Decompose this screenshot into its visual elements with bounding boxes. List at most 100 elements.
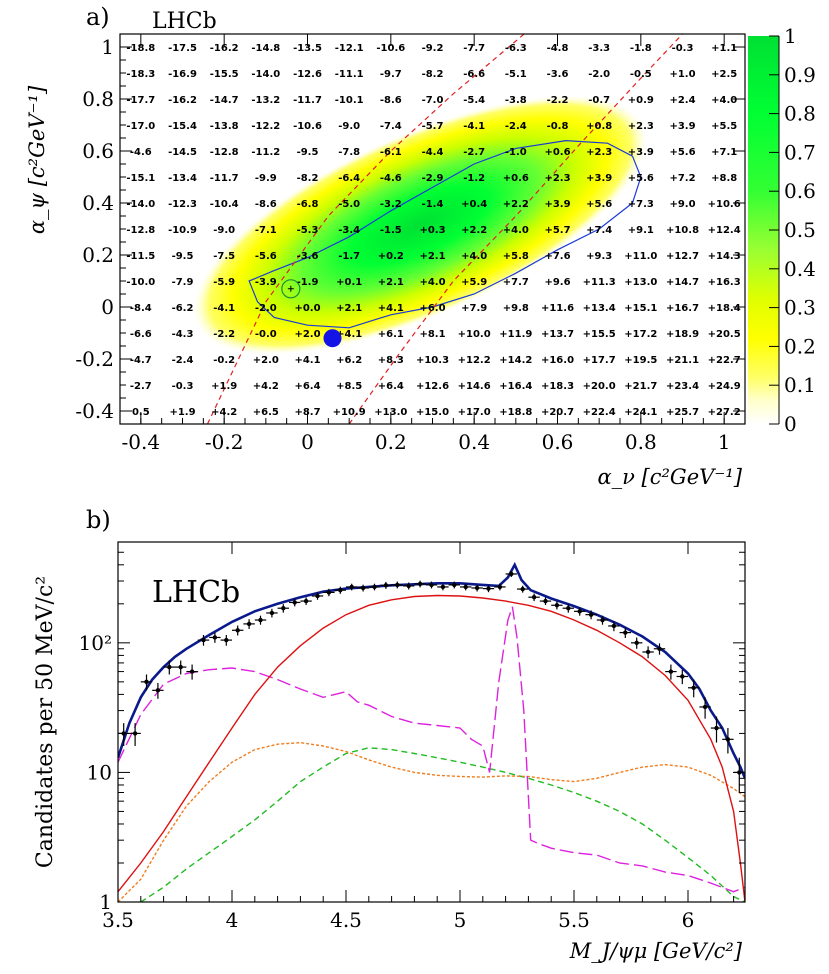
heatmap-cell-value: +7.7 (503, 277, 529, 288)
heatmap-cell-value: -5.1 (505, 69, 527, 80)
heatmap-cell-value: -10.9 (168, 225, 197, 236)
heatmap-cell-value: -14.0 (251, 69, 280, 80)
heatmap-cell-value: -10.4 (210, 199, 239, 210)
heatmap-cell-value: -14.7 (210, 95, 239, 106)
panel-b-xlabel: M_J/ψμ [GeV/c²] (569, 939, 743, 963)
heatmap-cell-value: +14.2 (499, 355, 532, 366)
y-tick-label: 0.8 (82, 87, 114, 111)
x-tick-label: 6 (682, 908, 695, 932)
data-point (391, 581, 403, 589)
best-fit-cross (287, 285, 294, 292)
x-tick-label: 3.5 (102, 908, 134, 932)
x-tick-label: 1 (718, 430, 731, 454)
markers-layer (281, 279, 342, 348)
data-point (722, 728, 734, 754)
data-point (482, 585, 495, 593)
heatmap-cell-value: +5.6 (586, 199, 612, 210)
heatmap-cell-value: -3.6 (547, 69, 569, 80)
heatmap-cell-value: +11.6 (541, 303, 574, 314)
data-point (140, 674, 153, 691)
heatmap-cell-value: -11.7 (293, 95, 322, 106)
heatmap-cell-value: +12.7 (666, 251, 699, 262)
data-point (152, 682, 164, 699)
heatmap-cell-value: +7.6 (544, 251, 570, 262)
heatmap-cell-value: -1.0 (505, 147, 527, 158)
heatmap-cell-value: -7.0 (422, 95, 444, 106)
heatmap-cell-value: +11.3 (583, 277, 616, 288)
panel-a-ylabel: α_ψ [c²GeV⁻¹] (25, 85, 49, 234)
fit-curve-solid-thick (118, 561, 745, 779)
heatmap-cell-value: +23.4 (666, 381, 699, 392)
heatmap-cell-value: -1.7 (338, 251, 360, 262)
heatmap-cell-value: +0.9 (628, 95, 654, 106)
data-point (175, 660, 187, 675)
heatmap-cell-value: -4.4 (422, 147, 444, 158)
heatmap-cell-value: +10.3 (416, 355, 449, 366)
heatmap-cell-value: -11.5 (126, 251, 155, 262)
heatmap-cell-value: -9.0 (338, 121, 360, 132)
heatmap-cell-value: +4.0 (419, 277, 445, 288)
heatmap-cell-value: +3.9 (628, 147, 654, 158)
heatmap-cell-value: +2.3 (586, 147, 612, 158)
x-tick-label: -0.2 (205, 430, 244, 454)
heatmap-cell-value: +6.0 (419, 303, 445, 314)
heatmap-cell-value: -5.4 (463, 95, 485, 106)
heatmap-cell-value: +2.1 (419, 251, 445, 262)
heatmap-cell-value: +7.1 (711, 147, 737, 158)
heatmap-cell-value: +15.5 (583, 329, 616, 340)
data-point (539, 597, 552, 605)
heatmap-cell-value: +18.9 (666, 329, 699, 340)
heatmap-cell-value: -10.0 (126, 277, 155, 288)
heatmap-cell-value: -12.8 (126, 225, 155, 236)
heatmap-cell-value: -4.8 (547, 43, 569, 54)
panel-b-ylabel: Candidates per 50 MeV/c² (33, 576, 58, 868)
data-point (243, 619, 255, 629)
x-tick-label: 4 (226, 908, 239, 932)
heatmap-cell-value: +16.3 (708, 277, 741, 288)
heatmap-cell-value: +6.1 (378, 329, 404, 340)
colorbar-tick-label: 0.7 (784, 140, 816, 164)
heatmap-cell-value: -3.9 (255, 277, 277, 288)
heatmap-cell-value: +7.2 (669, 173, 695, 184)
data-point (311, 592, 324, 600)
heatmap-cell-value: +0.4 (461, 199, 487, 210)
panel-b: b) LHCb 3.5 4 4.5 5 5.5 6 1 10 10² M_J/ψμ [GeV/c… (33, 506, 746, 963)
heatmap-cell-value: -7.7 (463, 43, 485, 54)
colorbar-ticks: 0 0.1 0.2 0.3 0.4 0.5 0.6 0.7 0.8 0.9 1 (769, 24, 816, 436)
data-point (254, 615, 267, 625)
fit-curve-dotted (118, 741, 745, 902)
heatmap-cell-value: +8.1 (419, 329, 445, 340)
heatmap-cell-value: -6.6 (463, 69, 485, 80)
heatmap-cell-value: -13.4 (168, 173, 197, 184)
x-tick-label: -0.4 (122, 430, 161, 454)
heatmap-cell-value: +4.0 (711, 95, 737, 106)
heatmap-cell-value: +2.1 (378, 277, 404, 288)
heatmap-cell-value: -4.1 (213, 303, 235, 314)
data-point (403, 582, 415, 590)
heatmap-cell-value: +9.1 (628, 225, 654, 236)
heatmap-cell-value: -15.1 (126, 173, 155, 184)
heatmap-cell-value: -11.2 (251, 147, 280, 158)
data-point (220, 634, 232, 646)
heatmap-cell-value: +0.8 (586, 121, 612, 132)
heatmap-cell-value: -9.0 (213, 225, 235, 236)
heatmap-cell-value: -13.8 (210, 121, 239, 132)
heatmap-cell-value: +2.2 (461, 225, 487, 236)
heatmap-cell-value: +0.1 (336, 277, 362, 288)
heatmap-cell-value: -8.2 (297, 173, 319, 184)
data-point (357, 584, 369, 592)
heatmap-cell-value: -9.7 (380, 69, 402, 80)
x-tick-label: 5 (454, 908, 467, 932)
heatmap-cell-value: -2.7 (463, 147, 485, 158)
cell-values-layer: -18.8 -17.5 -16.2 -14.8 -13.5 -12.1 -10.6 -9.2 -… (126, 43, 740, 418)
colorbar-tick-label: 0.2 (784, 334, 816, 358)
heatmap-cell-value: -14.0 (126, 199, 155, 210)
heatmap-cell-value: +11.9 (499, 329, 532, 340)
heatmap-cell-value: -1.2 (463, 173, 485, 184)
heatmap-cell-value: -7.5 (213, 251, 235, 262)
heatmap-cell-value: +6.5 (253, 407, 279, 418)
panel-a-label: a) (86, 3, 110, 31)
heatmap-cell-value: -2.2 (213, 329, 235, 340)
heatmap-cell-value: -4.6 (380, 173, 402, 184)
colorbar-tick-label: 0.8 (784, 102, 816, 126)
